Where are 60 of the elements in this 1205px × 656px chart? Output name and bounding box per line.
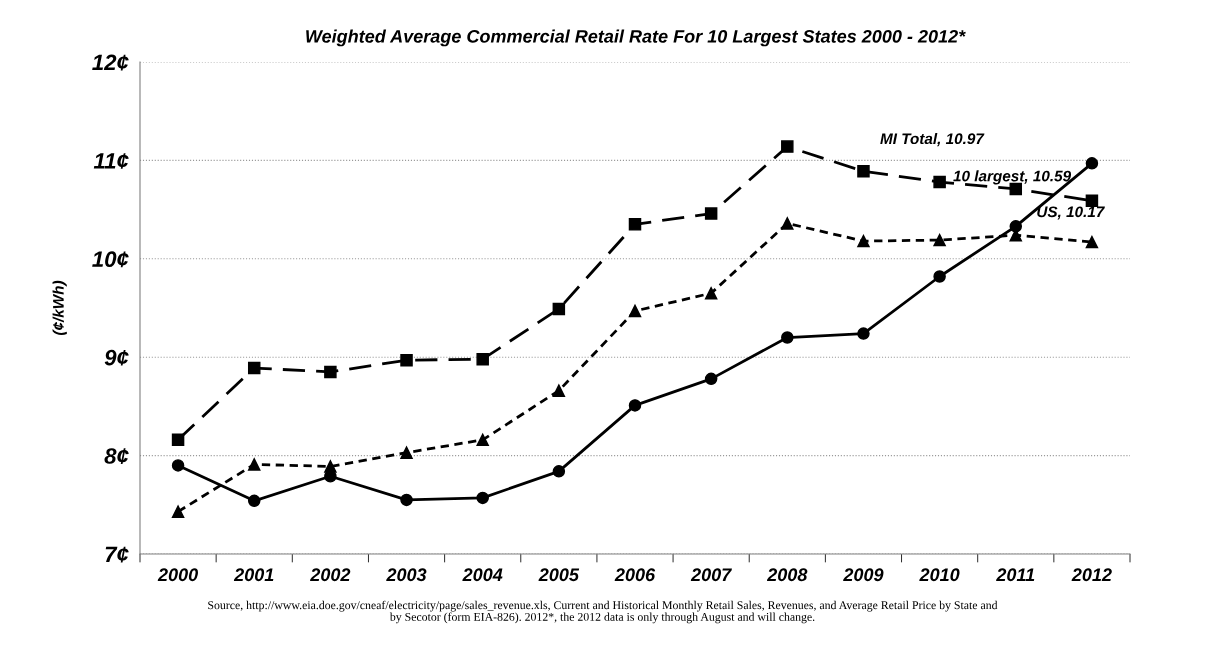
point <box>552 384 566 397</box>
point <box>933 270 946 283</box>
point <box>552 465 566 478</box>
point <box>171 505 185 518</box>
point <box>933 233 946 247</box>
point <box>857 327 870 340</box>
x-tick-label: 2000 <box>157 568 198 582</box>
chart-title: Weighted Average Commercial Retail Rate For 10 Largest States 2000 - 2012* <box>306 29 966 47</box>
point <box>552 302 566 316</box>
point <box>247 458 261 471</box>
point <box>857 164 870 178</box>
annotation: US, 10.17 <box>1037 206 1105 220</box>
y-tick-label: 7¢ <box>105 546 129 563</box>
point <box>857 234 870 248</box>
x-tick-label: 2004 <box>462 568 503 582</box>
x-tick-label: 2005 <box>538 568 580 582</box>
point <box>400 493 413 507</box>
point <box>400 353 413 367</box>
point <box>324 365 337 379</box>
point <box>628 218 642 231</box>
point <box>704 286 718 300</box>
x-tick-label: 2008 <box>766 568 808 582</box>
y-tick-label: 10¢ <box>92 251 129 268</box>
x-tick-label: 2011 <box>996 568 1035 582</box>
point <box>476 491 489 505</box>
point <box>628 399 642 412</box>
y-tick-label: 8¢ <box>104 448 129 464</box>
point <box>1085 235 1099 249</box>
point <box>704 207 718 220</box>
y-tick-label: 12¢ <box>92 54 129 71</box>
point <box>247 361 261 375</box>
point <box>1085 157 1099 170</box>
annotation: 10 largest, 10.59 <box>953 170 1072 185</box>
point <box>476 352 489 366</box>
point <box>171 433 185 447</box>
point <box>781 217 794 230</box>
x-tick-label: 2009 <box>843 568 884 582</box>
x-tick-label: 2012 <box>1071 568 1112 582</box>
point <box>781 140 794 153</box>
point <box>1085 194 1099 207</box>
source-note: Source, http://www.eia.doe.gov/cneaf/electricity/page/sales_revenue.xls, Current and Historical Monthly Retail Sales, Revenues, and Average Retail Price by State and by Secotor (form EIA-826). 2012*, the 2012 data is only through August and will change. <box>208 600 998 624</box>
point <box>247 494 261 508</box>
x-tick-label: 2006 <box>614 568 656 582</box>
x-tick-label: 2001 <box>233 568 274 582</box>
point <box>933 175 946 189</box>
point <box>171 459 185 472</box>
point <box>476 433 489 447</box>
y-axis-title: (¢/kWh) <box>52 280 67 336</box>
point <box>1009 220 1023 233</box>
point <box>781 331 794 344</box>
x-tick-label: 2007 <box>690 568 732 582</box>
point <box>704 372 718 386</box>
point <box>628 304 642 318</box>
y-tick-label: 11¢ <box>93 153 129 169</box>
y-tick-label: 9¢ <box>104 349 129 366</box>
x-tick-label: 2002 <box>310 568 351 582</box>
annotation: MI Total, 10.97 <box>880 132 985 147</box>
x-tick-label: 2010 <box>919 568 960 582</box>
point <box>400 446 413 459</box>
x-tick-label: 2003 <box>386 568 427 582</box>
